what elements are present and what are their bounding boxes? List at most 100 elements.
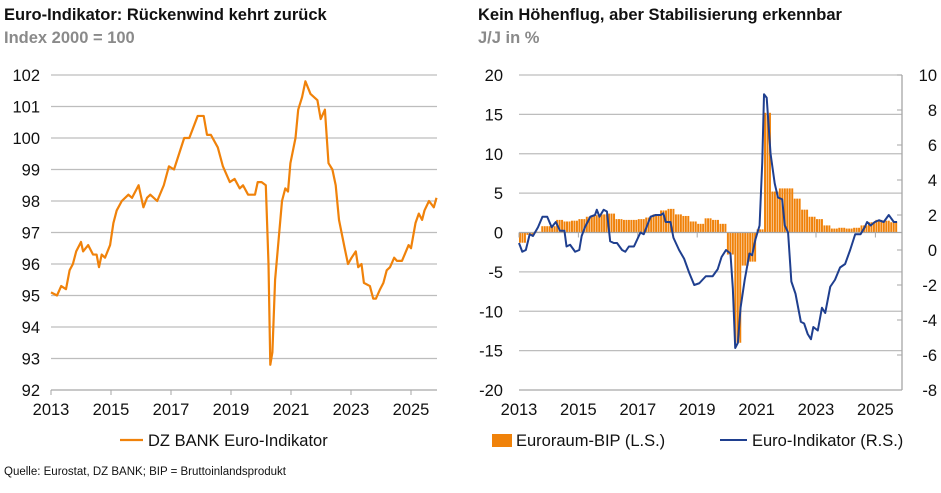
gdp-bar — [872, 222, 875, 233]
gdp-bar — [620, 219, 623, 233]
gdp-bar — [761, 229, 764, 233]
x-tick-label: 2013 — [33, 401, 70, 419]
y-tick-label: 99 — [22, 162, 40, 180]
gdp-bar — [724, 223, 727, 233]
euro-indikator-yoy-line — [518, 93, 898, 349]
gdp-bar — [887, 220, 890, 233]
gdp-bar — [816, 219, 818, 233]
right-y-tick-label: 8 — [928, 102, 937, 120]
right-y-tick-label: -8 — [922, 382, 937, 400]
gdp-bar — [548, 226, 551, 233]
gdp-bar — [635, 219, 638, 233]
gdp-bar — [699, 223, 702, 233]
gdp-bar — [744, 232, 747, 266]
gdp-bar — [553, 226, 556, 233]
x-tick-label: 2025 — [857, 401, 894, 419]
x-tick-label: 2013 — [501, 401, 538, 419]
gdp-bar — [573, 220, 576, 233]
gdp-bar — [662, 210, 665, 233]
gdp-bar — [853, 227, 856, 233]
gdp-bar — [526, 232, 529, 235]
gdp-bar — [625, 219, 628, 233]
gdp-bar — [519, 232, 521, 243]
gdp-bar — [773, 191, 776, 233]
x-tick-label: 2015 — [93, 401, 130, 419]
gdp-bar — [801, 209, 804, 233]
gdp-bar — [838, 227, 841, 233]
x-tick-label: 2017 — [153, 401, 190, 419]
gdp-bar — [875, 219, 878, 233]
gdp-bar — [704, 218, 707, 233]
right-chart-title: Kein Höhenflug, aber Stabilisierung erke… — [478, 6, 842, 24]
gdp-bar — [694, 221, 697, 233]
right-chart-subtitle: J/J in % — [478, 29, 540, 47]
gdp-bar — [667, 208, 670, 233]
gdp-bar — [640, 219, 643, 233]
legend-label: Euroraum-BIP (L.S.) — [516, 432, 665, 450]
gdp-bar — [741, 232, 744, 266]
x-tick-label: 2015 — [560, 401, 597, 419]
gdp-bar — [830, 228, 833, 233]
gdp-bar — [843, 227, 846, 233]
left-y-tick-label: -15 — [479, 343, 503, 361]
gdp-bar — [746, 232, 749, 266]
right-y-tick-label: -4 — [922, 312, 937, 330]
gdp-bar — [771, 191, 774, 233]
y-tick-label: 102 — [12, 67, 40, 85]
gdp-bar — [828, 225, 831, 233]
gdp-bar — [751, 232, 754, 262]
gdp-bar — [788, 188, 791, 233]
gdp-bar — [615, 219, 618, 233]
gdp-bar — [798, 198, 801, 233]
gdp-bar — [736, 232, 739, 343]
x-tick-label: 2021 — [738, 401, 775, 419]
left-y-tick-label: -20 — [479, 382, 503, 400]
gdp-bar — [783, 188, 786, 233]
gdp-bar — [642, 219, 645, 233]
gdp-bar — [880, 219, 883, 233]
gdp-bar — [707, 218, 710, 233]
left-y-tick-label: 5 — [494, 185, 503, 203]
left-y-tick-label: 20 — [485, 67, 503, 85]
gdp-bar — [578, 219, 581, 233]
gdp-bar — [865, 225, 868, 233]
gdp-bar — [726, 232, 729, 255]
x-tick-label: 2017 — [619, 401, 656, 419]
gdp-bar — [858, 227, 861, 233]
gdp-bar — [570, 220, 573, 233]
gdp-bar — [749, 232, 752, 262]
gdp-bar — [766, 112, 769, 233]
gdp-bar — [593, 215, 596, 233]
gdp-bar — [835, 228, 838, 233]
gdp-bar — [672, 208, 675, 233]
gdp-bar — [825, 225, 828, 233]
gdp-bar — [860, 225, 863, 233]
gdp-bar — [580, 219, 583, 233]
gdp-bar — [627, 219, 630, 233]
gdp-bar — [882, 220, 885, 233]
gdp-bar — [618, 219, 620, 233]
gdp-bar — [692, 221, 695, 233]
gdp-bar — [647, 217, 650, 233]
gdp-bar — [697, 223, 700, 233]
right-y-tick-label: 2 — [928, 207, 937, 225]
gdp-bar — [895, 222, 898, 233]
gdp-bar — [754, 232, 757, 262]
gdp-bar — [806, 209, 809, 233]
y-tick-label: 95 — [22, 288, 40, 306]
gdp-bar — [803, 209, 806, 233]
gdp-bar — [551, 226, 554, 233]
gdp-bar — [734, 232, 737, 343]
gdp-bar — [890, 222, 893, 233]
gdp-bar — [721, 223, 724, 233]
gdp-bar — [590, 216, 593, 233]
source-note: Quelle: Eurostat, DZ BANK; BIP = Bruttoi… — [4, 466, 286, 478]
gdp-bar — [575, 220, 578, 233]
gdp-bar — [588, 216, 591, 233]
left-chart-subtitle: Index 2000 = 100 — [4, 29, 135, 47]
gdp-bar — [848, 228, 851, 233]
gdp-bar — [637, 219, 640, 233]
gdp-bar — [885, 220, 888, 233]
gdp-bar — [877, 219, 880, 233]
